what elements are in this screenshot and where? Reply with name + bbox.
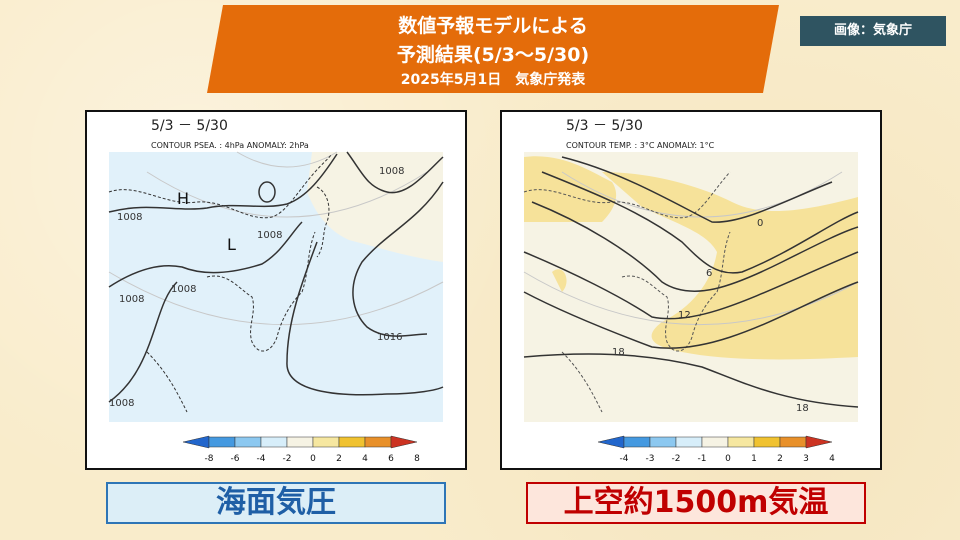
upper-air-temperature-map: 0 6 12 18 18 5/3 － 5/30 CONTOUR TEMP. : …	[500, 110, 882, 470]
isotherm	[541, 171, 859, 274]
isotherm	[561, 156, 833, 223]
legend-tick-label: -4	[620, 454, 629, 464]
low-pressure-marker: L	[227, 235, 236, 254]
legend-tick-label: 2	[777, 454, 783, 464]
isotherm	[531, 201, 859, 293]
legend-swatch	[182, 435, 210, 449]
contour-value-label: 6	[706, 268, 712, 279]
legend-tick-label: -3	[646, 454, 655, 464]
legend-tick-label: -8	[205, 454, 214, 464]
anomaly-neutral-area	[307, 152, 443, 262]
warm-anomaly-area	[524, 156, 617, 222]
legend-swatch	[805, 435, 833, 449]
latitude-arc	[108, 271, 444, 326]
sea-level-pressure-label: 海面気圧	[106, 482, 446, 524]
anomaly-legend: -8 -6 -4 -2 0 2 4 6 8	[182, 435, 420, 464]
coastline	[561, 351, 603, 413]
contour-value-label: 0	[757, 218, 763, 229]
legend-tick-label: -1	[698, 454, 707, 464]
contour-value-label: 12	[678, 310, 691, 321]
contour-value-label: 1008	[257, 230, 282, 241]
legend-swatch	[623, 436, 651, 448]
legend-tick-label: 0	[725, 454, 731, 464]
contour-value-label: 18	[612, 347, 625, 358]
isobar	[108, 153, 338, 213]
contour-value-label: 1016	[377, 332, 402, 343]
title-line-2: 予測結果(5/3～5/30)	[396, 44, 590, 66]
map-period: 5/3 － 5/30	[566, 118, 643, 134]
high-pressure-marker: H	[177, 189, 189, 208]
legend-swatch	[727, 436, 755, 448]
isotherm	[523, 353, 859, 408]
isotherm	[523, 251, 859, 320]
coastline	[146, 351, 188, 413]
legend-tick-label: 1	[751, 454, 757, 464]
warm-anomaly-area	[552, 269, 567, 292]
upper-air-temperature-label: 上空約1500m気温	[526, 482, 866, 524]
anomaly-legend: -4 -3 -2 -1 0 1 2 3 4	[597, 435, 835, 464]
coastline	[108, 153, 333, 219]
contour-value-label: 1008	[119, 294, 144, 305]
contour-value-label: 1008	[117, 212, 142, 223]
legend-swatch	[390, 435, 418, 449]
title-banner: 数値予報モデルによる 予測結果(5/3～5/30) 2025年5月1日 気象庁発…	[207, 5, 779, 93]
legend-swatch	[675, 436, 703, 448]
legend-swatch	[701, 436, 729, 448]
coastline	[523, 171, 731, 219]
isotherm	[523, 281, 859, 349]
legend-swatch	[208, 436, 236, 448]
legend-tick-label: -4	[257, 454, 266, 464]
isobar	[352, 181, 444, 337]
isobar	[108, 281, 178, 403]
title-line-3: 2025年5月1日 気象庁発表	[400, 72, 586, 88]
contour-line	[258, 181, 276, 203]
legend-swatch	[753, 436, 781, 448]
legend-tick-label: 0	[310, 454, 316, 464]
isobar	[346, 151, 444, 194]
legend-swatch	[312, 436, 340, 448]
sea-level-pressure-map: H L 1008 1008 1008 1008 1008 1008 1016 5…	[85, 110, 467, 470]
contour-note: CONTOUR PSEA. : 4hPa ANOMALY: 2hPa	[151, 141, 309, 150]
coastline	[316, 186, 330, 258]
latitude-arc	[236, 151, 338, 168]
legend-swatch	[260, 436, 288, 448]
latitude-arc	[523, 271, 859, 326]
coastline	[206, 231, 316, 352]
legend-tick-label: 4	[362, 454, 368, 464]
legend-tick-label: 3	[803, 454, 809, 464]
legend-swatch	[779, 436, 807, 448]
warm-anomaly-area	[602, 172, 858, 360]
legend-swatch	[364, 436, 392, 448]
contour-value-label: 1008	[379, 166, 404, 177]
legend-tick-label: 6	[388, 454, 394, 464]
legend-tick-label: 4	[829, 454, 835, 464]
legend-swatch	[597, 435, 625, 449]
legend-swatch	[649, 436, 677, 448]
map-period: 5/3 － 5/30	[151, 118, 228, 134]
contour-value-label: 1008	[171, 284, 196, 295]
image-credit-badge: 画像：気象庁	[800, 16, 946, 46]
legend-swatch	[234, 436, 262, 448]
contour-value-label: 18	[796, 403, 809, 414]
legend-tick-label: 8	[414, 454, 420, 464]
legend-swatch	[286, 436, 314, 448]
title-line-1: 数値予報モデルによる	[398, 15, 588, 37]
legend-tick-label: 2	[336, 454, 342, 464]
contour-value-label: 1008	[109, 398, 134, 409]
legend-tick-label: -6	[231, 454, 240, 464]
isobar	[286, 241, 444, 396]
legend-tick-label: -2	[672, 454, 681, 464]
contour-note: CONTOUR TEMP. : 3°C ANOMALY: 1°C	[566, 141, 715, 150]
legend-tick-label: -2	[283, 454, 292, 464]
isobar	[108, 221, 303, 288]
coastline	[621, 231, 731, 352]
legend-swatch	[338, 436, 366, 448]
